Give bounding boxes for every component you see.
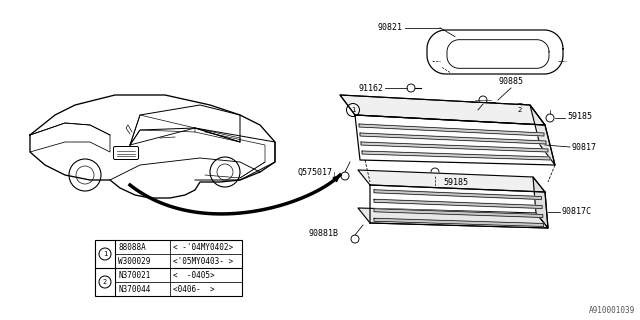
Text: Q575017: Q575017 <box>297 167 332 177</box>
Text: 88088A: 88088A <box>118 243 146 252</box>
Text: 59185: 59185 <box>443 178 468 187</box>
Text: < -'04MY0402>: < -'04MY0402> <box>173 243 233 252</box>
Text: 90817C: 90817C <box>562 207 592 217</box>
Text: 90885: 90885 <box>498 77 523 86</box>
Polygon shape <box>359 124 544 136</box>
Polygon shape <box>530 105 555 165</box>
Polygon shape <box>360 133 546 144</box>
Text: 2: 2 <box>103 279 107 285</box>
Bar <box>95 240 242 296</box>
Text: 1: 1 <box>351 107 355 113</box>
Text: 90881B: 90881B <box>308 228 338 237</box>
Polygon shape <box>358 170 545 192</box>
Text: 91162: 91162 <box>358 84 383 92</box>
Polygon shape <box>358 208 548 228</box>
Polygon shape <box>374 190 541 199</box>
Text: <'05MY0403- >: <'05MY0403- > <box>173 257 233 266</box>
Polygon shape <box>340 95 545 125</box>
Text: N370021: N370021 <box>118 270 150 279</box>
Text: A910001039: A910001039 <box>589 306 635 315</box>
Text: N370044: N370044 <box>118 284 150 293</box>
Text: 90817: 90817 <box>572 142 597 151</box>
Polygon shape <box>374 209 543 218</box>
Polygon shape <box>374 199 542 209</box>
Polygon shape <box>361 142 548 152</box>
Text: 90821: 90821 <box>377 23 402 32</box>
Text: 59185: 59185 <box>567 111 592 121</box>
Text: W300029: W300029 <box>118 257 150 266</box>
Text: <  -0405>: < -0405> <box>173 270 214 279</box>
Polygon shape <box>374 218 543 227</box>
Text: 2: 2 <box>518 107 522 113</box>
Polygon shape <box>533 177 548 228</box>
Polygon shape <box>362 151 550 160</box>
Text: <0406-  >: <0406- > <box>173 284 214 293</box>
Text: 1: 1 <box>103 251 107 257</box>
